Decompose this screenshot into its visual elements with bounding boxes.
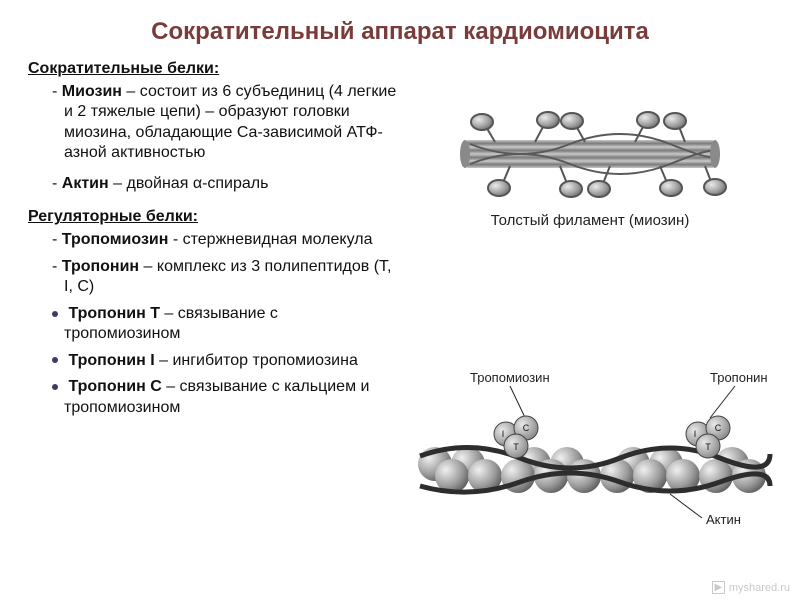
slide: Сократительный аппарат кардиомиоцита Сок…: [0, 0, 800, 600]
watermark-text: myshared.ru: [729, 582, 790, 594]
term-tropomyosin: Тропомиозин: [62, 231, 169, 248]
term-troponin-c: Тропонин С: [68, 378, 161, 395]
watermark-icon: ▶: [712, 581, 725, 594]
left-column: Сократительные белки: Миозин – состоит и…: [28, 60, 398, 424]
item-troponin-t: Тропонин Т – связывание с тропомиозином: [28, 304, 398, 345]
section-heading-contractile: Сократительные белки:: [28, 60, 398, 78]
myosin-svg: [410, 100, 770, 210]
desc-actin: – двойная α-спираль: [109, 175, 269, 192]
content-columns: Сократительные белки: Миозин – состоит и…: [28, 60, 772, 424]
section-heading-regulatory: Регуляторные белки:: [28, 208, 398, 226]
svg-text:C: C: [715, 423, 722, 433]
svg-text:T: T: [705, 442, 711, 452]
item-troponin-c: Тропонин С – связывание с кальцием и тро…: [28, 377, 398, 418]
svg-text:I: I: [502, 429, 505, 439]
svg-text:I: I: [694, 429, 697, 439]
watermark: ▶ myshared.ru: [712, 581, 790, 594]
label-tropomyosin: Тропомиозин: [470, 370, 550, 385]
slide-title: Сократительный аппарат кардиомиоцита: [28, 18, 772, 46]
item-actin: Актин – двойная α-спираль: [28, 174, 398, 194]
svg-text:C: C: [523, 423, 530, 433]
figure-myosin: Толстый филамент (миозин): [410, 100, 770, 229]
svg-text:T: T: [513, 442, 519, 452]
item-troponin: Тропонин – комплекс из 3 полипептидов (T…: [28, 257, 398, 298]
label-actin: Актин: [706, 512, 741, 527]
item-myosin: Миозин – состоит из 6 субъединиц (4 легк…: [28, 82, 398, 164]
term-troponin-t: Тропонин Т: [68, 305, 160, 322]
label-troponin: Тропонин: [710, 370, 768, 385]
item-troponin-i: Тропонин I – ингибитор тропомиозина: [28, 351, 398, 371]
term-myosin: Миозин: [62, 83, 122, 100]
desc-troponin-i: – ингибитор тропомиозина: [155, 352, 358, 369]
desc-tropomyosin: - стержневидная молекула: [168, 231, 372, 248]
figure-actin: Тропомиозин Тропонин: [410, 368, 780, 538]
right-column: Толстый филамент (миозин): [410, 60, 772, 424]
item-tropomyosin: Тропомиозин - стержневидная молекула: [28, 230, 398, 250]
caption-myosin: Толстый филамент (миозин): [410, 212, 770, 229]
term-troponin-i: Тропонин I: [68, 352, 154, 369]
term-actin: Актин: [62, 175, 109, 192]
term-troponin: Тропонин: [62, 258, 139, 275]
actin-svg: Тропомиозин Тропонин: [410, 368, 780, 538]
